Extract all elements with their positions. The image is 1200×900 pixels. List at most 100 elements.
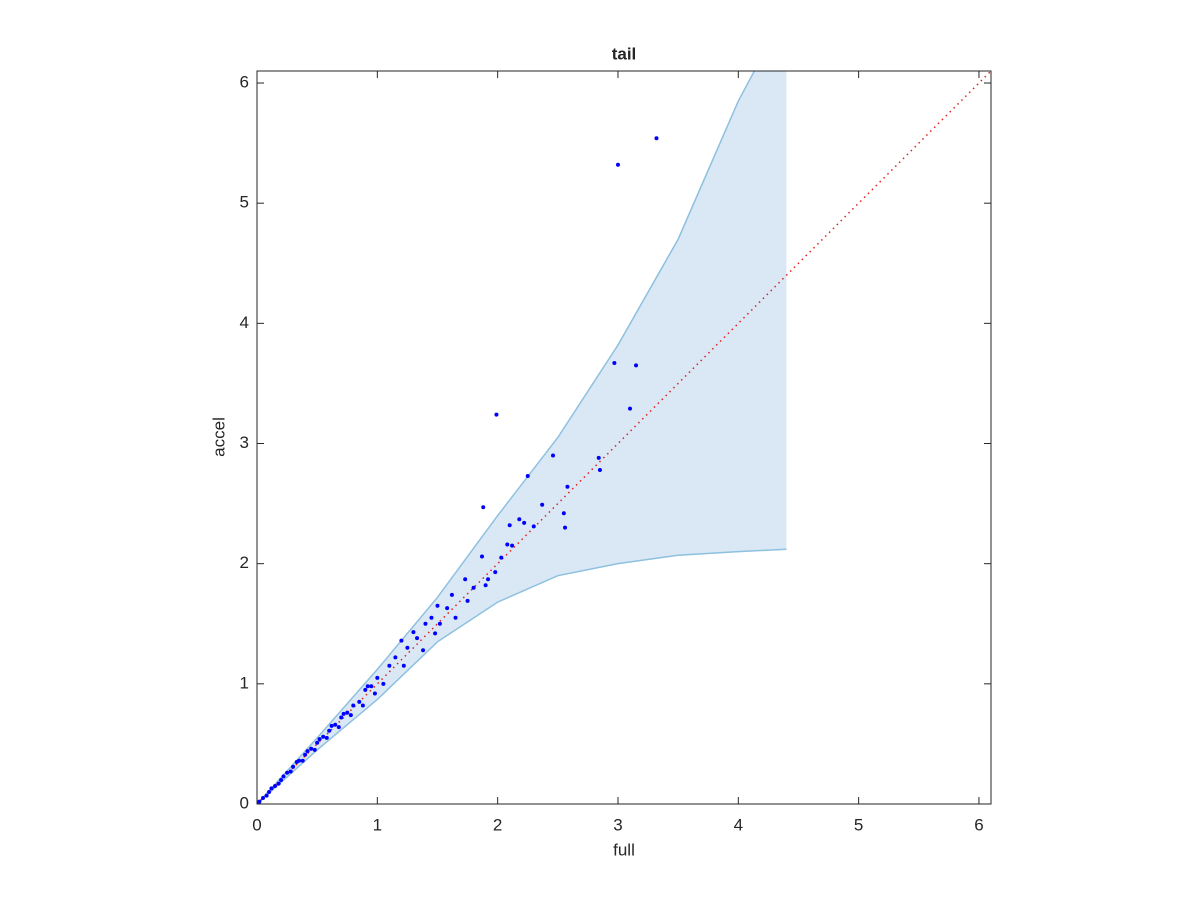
- data-point: [463, 577, 468, 582]
- data-point: [505, 542, 510, 547]
- data-point: [465, 598, 470, 603]
- data-point: [433, 631, 438, 636]
- data-point: [264, 793, 269, 798]
- x-tick-label: 0: [252, 815, 261, 834]
- data-point: [499, 555, 504, 560]
- data-point: [357, 699, 362, 704]
- data-point: [423, 621, 428, 626]
- data-point: [522, 520, 527, 525]
- data-point: [261, 795, 266, 800]
- x-tick-label: 3: [613, 815, 622, 834]
- data-point: [449, 592, 454, 597]
- data-point: [288, 769, 293, 774]
- data-point: [375, 675, 380, 680]
- data-point: [634, 363, 639, 368]
- x-axis-label: full: [613, 840, 635, 859]
- x-tick-label: 6: [974, 815, 983, 834]
- data-point: [369, 684, 374, 689]
- data-point: [483, 583, 488, 588]
- data-point: [421, 648, 426, 653]
- data-point: [435, 603, 440, 608]
- data-point: [612, 360, 617, 365]
- chart-title: tail: [612, 44, 637, 63]
- data-point: [345, 710, 350, 715]
- data-point: [393, 655, 398, 660]
- data-point: [348, 713, 353, 718]
- data-point: [415, 636, 420, 641]
- data-point: [327, 728, 332, 733]
- data-point: [486, 577, 491, 582]
- band-lower-edge: [257, 548, 787, 804]
- data-point: [291, 764, 296, 769]
- data-point: [596, 455, 601, 460]
- data-point: [276, 781, 281, 786]
- data-point: [363, 687, 368, 692]
- y-tick-label: 4: [240, 313, 249, 332]
- data-point: [540, 502, 545, 507]
- data-point: [411, 630, 416, 635]
- data-point: [405, 645, 410, 650]
- data-point: [329, 723, 334, 728]
- x-tick-label: 4: [734, 815, 743, 834]
- data-point: [565, 484, 570, 489]
- data-point: [387, 663, 392, 668]
- y-tick-label: 6: [240, 73, 249, 92]
- data-point: [615, 162, 620, 167]
- y-axis-label: accel: [209, 417, 228, 457]
- data-point: [341, 711, 346, 716]
- data-point: [493, 570, 498, 575]
- data-point: [510, 543, 515, 548]
- data-point: [551, 453, 556, 458]
- data-point: [360, 703, 365, 708]
- data-point: [453, 615, 458, 620]
- data-point: [494, 412, 499, 417]
- data-point: [401, 663, 406, 668]
- reference-line: [257, 71, 991, 804]
- x-tick-label: 1: [373, 815, 382, 834]
- data-point: [285, 770, 290, 775]
- data-point: [324, 735, 329, 740]
- data-point: [525, 473, 530, 478]
- data-point: [336, 725, 341, 730]
- data-point: [399, 638, 404, 643]
- data-point: [507, 523, 512, 528]
- x-tick-label: 2: [493, 815, 502, 834]
- data-point: [481, 505, 486, 510]
- axes-box: [256, 70, 992, 805]
- data-point: [351, 703, 356, 708]
- data-point: [257, 799, 262, 804]
- y-tick-label: 1: [240, 673, 249, 692]
- data-point: [305, 749, 310, 754]
- data-point: [315, 740, 320, 745]
- data-point: [517, 517, 522, 522]
- data-point: [429, 615, 434, 620]
- data-point: [294, 759, 299, 764]
- data-point: [480, 554, 485, 559]
- data-point: [269, 786, 274, 791]
- data-point: [273, 783, 278, 788]
- data-point: [300, 758, 305, 763]
- data-point: [471, 585, 476, 590]
- data-point: [317, 737, 322, 742]
- data-point: [309, 746, 314, 751]
- data-point: [437, 621, 442, 626]
- data-point: [372, 691, 377, 696]
- y-tick-label: 5: [240, 193, 249, 212]
- data-point: [279, 777, 284, 782]
- plot-area: [257, 71, 991, 804]
- data-point: [531, 524, 536, 529]
- data-point: [333, 722, 338, 727]
- data-point: [267, 789, 272, 794]
- data-point: [445, 606, 450, 611]
- data-point: [597, 467, 602, 472]
- data-point: [654, 136, 659, 141]
- data-point: [312, 747, 317, 752]
- data-point: [365, 684, 370, 689]
- y-tick-label: 3: [240, 433, 249, 452]
- data-point: [381, 681, 386, 686]
- data-point: [561, 511, 566, 516]
- band-area: [257, 71, 787, 804]
- x-tick-label: 5: [854, 815, 863, 834]
- data-point: [563, 525, 568, 530]
